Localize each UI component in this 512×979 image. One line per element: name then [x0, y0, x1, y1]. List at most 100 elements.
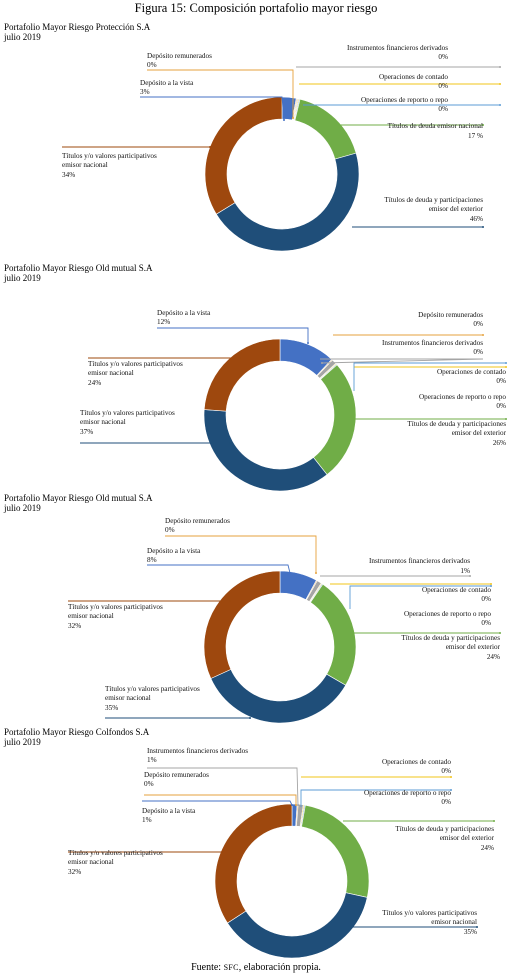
donut-slice	[214, 803, 293, 924]
footer-suffix: , elaboración propia.	[238, 962, 321, 973]
leader-line	[147, 69, 294, 118]
slice-category-label: Operaciones de contado	[437, 368, 506, 376]
slice-value-label: 0%	[496, 377, 506, 385]
leader-line	[320, 358, 484, 364]
slice-category-label: Operaciones de contado	[379, 73, 448, 81]
leader-line	[353, 362, 506, 391]
slice-category-label: Títulos y/o valores participativos	[68, 849, 163, 857]
leader-line	[157, 327, 309, 343]
leader-dot	[493, 820, 495, 822]
chart-subtitle: julio 2019	[4, 737, 41, 747]
slice-category-label: Títulos de deuda y participaciones	[407, 420, 506, 428]
chart-panel-proteccion: Portafolio Mayor Riesgo Protección S.A j…	[0, 22, 512, 260]
slice-value-label: 0%	[147, 61, 157, 69]
slice-category-label: Depósito remunerados	[418, 311, 483, 319]
slice-category-label: emisor nacional	[105, 694, 151, 702]
donut-slice	[301, 804, 370, 898]
slice-category-label: emisor nacional	[80, 418, 126, 426]
chart-title: Portafolio Mayor Riesgo Old mutual S.A	[4, 493, 153, 503]
leader-dot	[499, 83, 501, 85]
slice-category-label: Depósito remunerados	[144, 771, 209, 779]
leader-dot	[450, 789, 452, 791]
donut-slice	[310, 583, 357, 686]
leader-dot	[239, 357, 241, 359]
chart-title: Portafolio Mayor Riesgo Protección S.A	[4, 22, 151, 32]
donut-slice	[203, 409, 328, 492]
slice-category-label: emisor nacional	[62, 161, 108, 169]
slice-category-label: Operaciones de reporto o repo	[419, 393, 506, 401]
chart-subtitle: julio 2019	[4, 273, 41, 283]
footer-source: SFC	[223, 963, 239, 972]
donut-slice	[215, 152, 360, 252]
slice-value-label: 1%	[460, 567, 470, 575]
slice-category-label: Títulos y/o valores participativos	[62, 152, 157, 160]
slice-value-label: 35%	[464, 928, 477, 936]
slice-category-label: emisor del exterior	[446, 643, 501, 651]
slice-value-label: 1%	[142, 816, 152, 824]
slice-value-label: 46%	[470, 215, 483, 223]
slice-category-label: Operaciones de contado	[422, 586, 491, 594]
slice-value-label: 0%	[438, 82, 448, 90]
leader-dot	[482, 334, 484, 336]
slice-category-label: Operaciones de reporto o repo	[364, 789, 451, 797]
slice-category-label: Títulos y/o valores participativos	[68, 603, 163, 611]
leader-dot	[499, 104, 501, 106]
slice-category-label: Depósito remunerados	[147, 52, 212, 60]
slice-value-label: 0%	[481, 619, 491, 627]
leader-line	[165, 535, 317, 573]
slice-value-label: 8%	[147, 556, 157, 564]
leader-dot	[289, 572, 291, 574]
slice-category-label: Títulos y/o valores participativos	[382, 909, 477, 917]
slice-category-label: Títulos de deuda y participaciones	[401, 634, 500, 642]
chart-subtitle: julio 2019	[4, 503, 41, 513]
slice-category-label: Operaciones de reporto o repo	[361, 96, 448, 104]
slice-value-label: 0%	[473, 348, 483, 356]
leader-dot	[482, 124, 484, 126]
slice-value-label: 32%	[68, 622, 81, 630]
slice-category-label: Depósito a la vista	[142, 807, 196, 815]
slice-value-label: 0%	[473, 320, 483, 328]
leader-dot	[505, 362, 507, 364]
slice-value-label: 37%	[80, 428, 93, 436]
slice-value-label: 0%	[441, 798, 451, 806]
donut-slice	[210, 669, 347, 724]
figure-title: Figura 15: Composición portafolio mayor …	[134, 1, 378, 15]
slice-category-label: Instrumentos financieros derivados	[347, 44, 448, 52]
slice-category-label: emisor del exterior	[452, 429, 507, 437]
leader-dot	[229, 442, 231, 444]
leader-dot	[505, 418, 507, 420]
slice-category-label: Instrumentos financieros derivados	[382, 339, 483, 347]
slice-category-label: emisor nacional	[68, 858, 114, 866]
slice-category-label: Títulos de deuda y participaciones	[384, 196, 483, 204]
slice-category-label: Instrumentos financieros derivados	[369, 557, 470, 565]
chart-subtitle: julio 2019	[4, 32, 41, 42]
slice-value-label: 1%	[147, 756, 157, 764]
chart-title: Portafolio Mayor Riesgo Old mutual S.A	[4, 263, 153, 273]
donut-slice	[294, 98, 357, 160]
slice-value-label: 0%	[438, 105, 448, 113]
chart-title: Portafolio Mayor Riesgo Colfondos S.A	[4, 727, 150, 737]
leader-dot	[291, 804, 293, 806]
leader-dot	[295, 804, 297, 806]
leader-dot	[490, 583, 492, 585]
leader-dot	[315, 572, 317, 574]
slice-category-label: Títulos y/o valores participativos	[80, 409, 175, 417]
slice-category-label: Operaciones de contado	[382, 758, 451, 766]
leader-dot	[292, 117, 294, 119]
slice-value-label: 0%	[165, 526, 175, 534]
slice-value-label: 0%	[438, 53, 448, 61]
leader-dot	[297, 804, 299, 806]
donut-slice	[203, 338, 281, 412]
leader-dot	[469, 575, 471, 577]
slice-value-label: 35%	[105, 704, 118, 712]
slice-value-label: 3%	[140, 88, 150, 96]
slice-value-label: 17 %	[468, 132, 483, 140]
chart-panel-old-mutual-2: Portafolio Mayor Riesgo Old mutual S.A j…	[0, 493, 512, 724]
leader-dot	[505, 366, 507, 368]
slice-category-label: Depósito a la vista	[147, 547, 201, 555]
donut-slice	[203, 570, 281, 679]
leader-dot	[499, 632, 501, 634]
